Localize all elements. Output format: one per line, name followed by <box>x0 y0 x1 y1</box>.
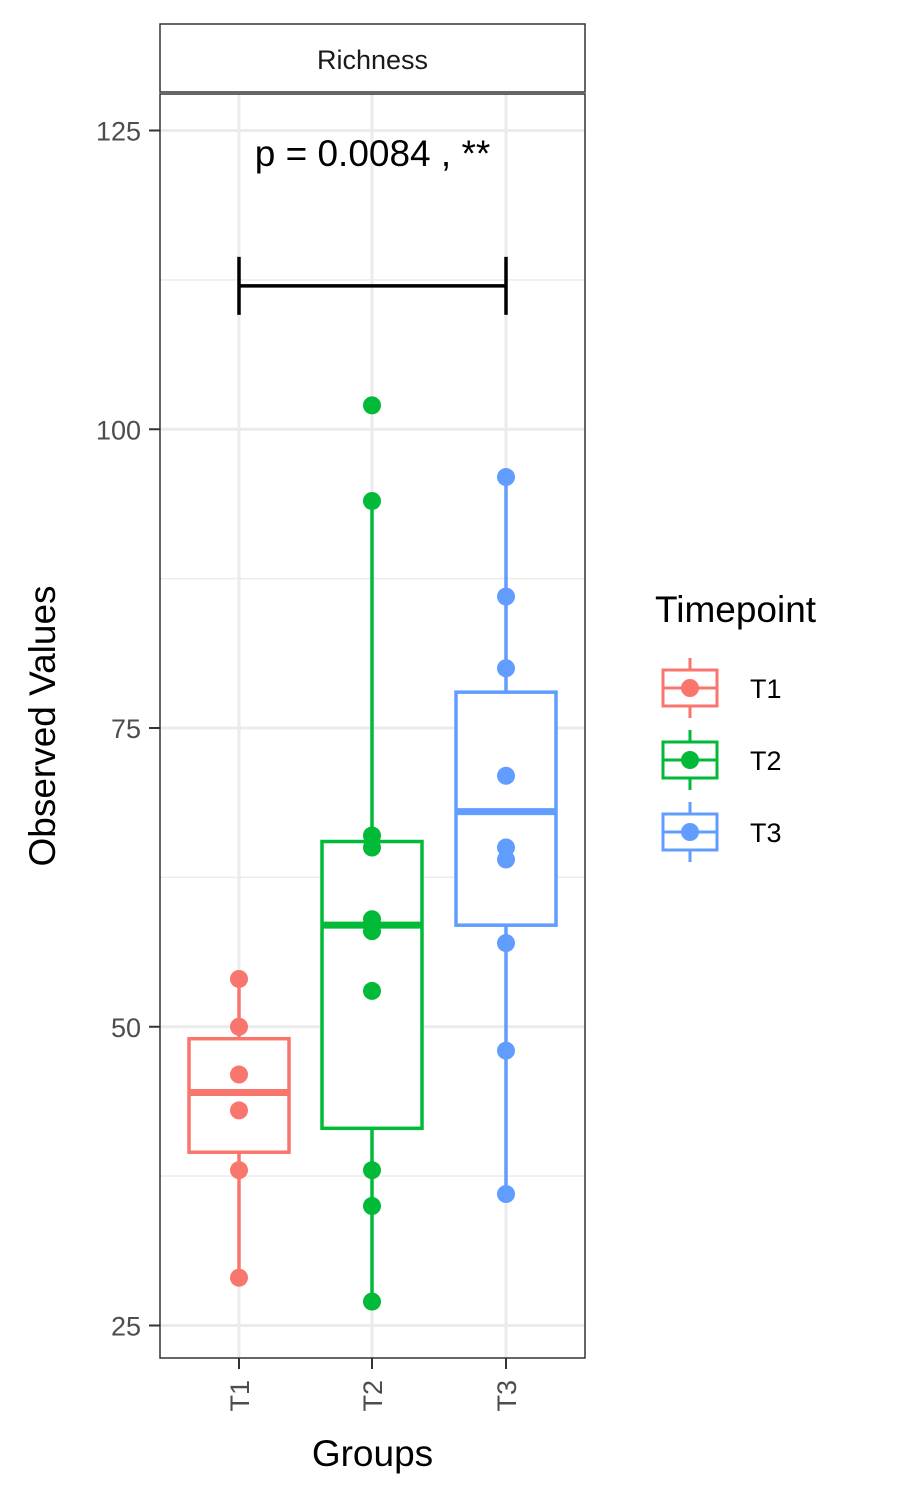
legend-label: T2 <box>750 746 782 776</box>
y-tick-label: 100 <box>96 415 141 445</box>
data-points <box>230 396 515 1311</box>
y-axis-title: Observed Values <box>22 585 63 866</box>
legend: Timepoint T1 T2 T3 <box>655 589 817 862</box>
x-axis-title: Groups <box>312 1433 433 1474</box>
legend-item-T3: T3 <box>661 802 782 862</box>
data-point-T3 <box>497 934 515 953</box>
data-point-T2 <box>363 1197 381 1215</box>
x-axis: T1 T2 T3 <box>225 1358 522 1412</box>
data-point-T2 <box>363 981 381 1000</box>
legend-key-point <box>681 679 699 697</box>
legend-item-T1: T1 <box>661 658 782 718</box>
comparison-bracket <box>237 256 508 315</box>
box-T3 <box>454 477 558 1195</box>
legend-title: Timepoint <box>655 589 817 630</box>
data-point-T1 <box>230 1065 248 1084</box>
box-T1 <box>187 978 291 1278</box>
legend-label: T3 <box>750 818 782 848</box>
data-point-T1 <box>230 1268 248 1287</box>
legend-key-point <box>681 751 699 769</box>
y-tick-label: 25 <box>111 1312 141 1342</box>
data-point-T3 <box>497 1041 515 1060</box>
y-tick-label: 125 <box>96 117 141 147</box>
facet-strip-box <box>159 23 586 93</box>
data-point-T3 <box>497 850 515 869</box>
data-point-T2 <box>363 491 381 510</box>
data-point-T1 <box>230 1101 248 1120</box>
data-point-T1 <box>230 969 248 988</box>
data-point-T3 <box>497 468 515 487</box>
legend-label: T1 <box>750 674 782 704</box>
legend-item-T2: T2 <box>661 730 782 790</box>
data-point-T3 <box>497 766 515 785</box>
facet-strip: Richness <box>159 23 586 93</box>
data-point-T2 <box>363 396 381 415</box>
y-tick-label: 50 <box>111 1013 141 1043</box>
x-tick-label: T2 <box>358 1380 388 1412</box>
data-point-T3 <box>497 1185 515 1204</box>
legend-key-point <box>681 823 699 841</box>
data-point-T1 <box>230 1161 248 1180</box>
data-point-T3 <box>497 587 515 606</box>
data-point-T2 <box>363 838 381 857</box>
data-point-T2 <box>363 1292 381 1311</box>
boxes <box>187 477 558 1302</box>
data-point-T2 <box>363 1161 381 1180</box>
data-point-T1 <box>230 1017 248 1036</box>
x-tick-label: T3 <box>492 1380 522 1412</box>
facet-label: Richness <box>317 45 428 75</box>
data-point-T2 <box>363 922 381 941</box>
p-value-annotation: p = 0.0084 , ** <box>255 133 491 174</box>
y-tick-label: 75 <box>111 714 141 744</box>
y-axis: 25 50 75 100 125 <box>96 117 160 1342</box>
x-tick-label: T1 <box>225 1380 255 1412</box>
data-point-T3 <box>497 659 515 678</box>
